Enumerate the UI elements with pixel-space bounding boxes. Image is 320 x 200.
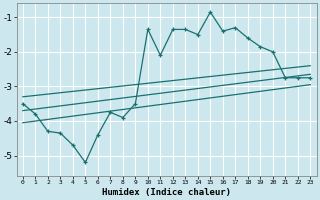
X-axis label: Humidex (Indice chaleur): Humidex (Indice chaleur) [102,188,231,197]
